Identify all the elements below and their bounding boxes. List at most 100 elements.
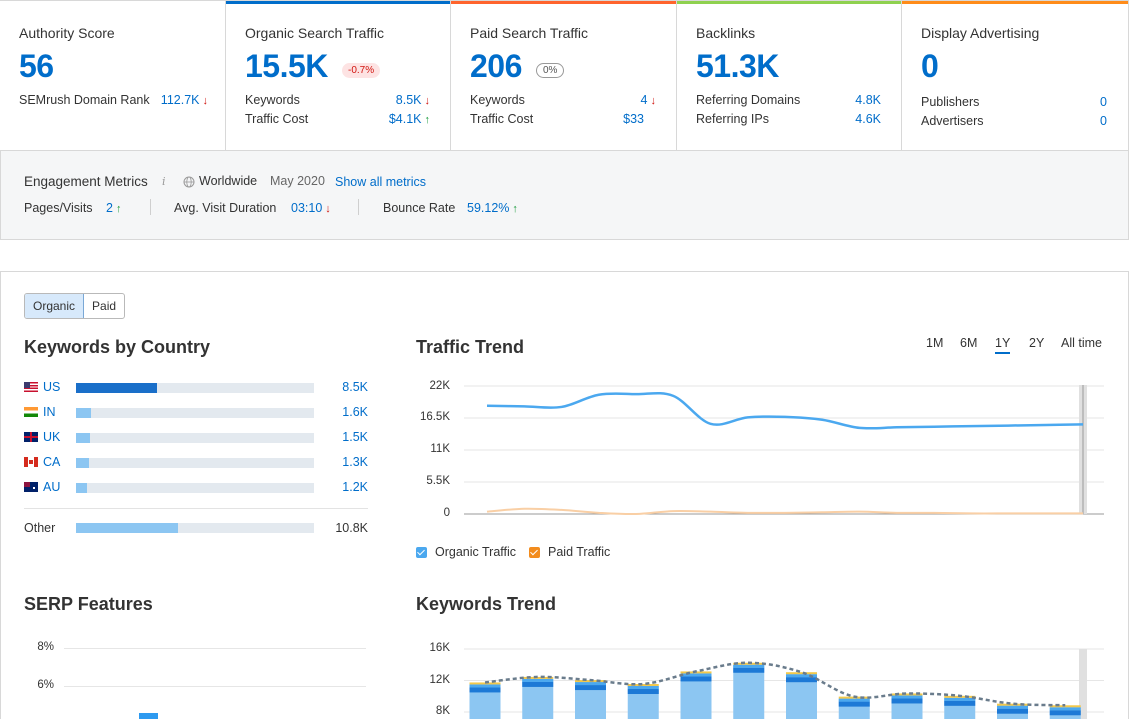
organic-traffic-card[interactable]: Organic Search Traffic 15.5K -0.7% Keywo… [226,0,451,151]
divider [150,199,151,215]
checkbox-icon[interactable] [416,546,427,558]
display-advertising-value[interactable]: 0 [921,48,939,84]
country-link[interactable]: IN [24,405,56,419]
y-tick-label: 22K [429,380,450,392]
pages-visits-value[interactable]: 2 ↑ [106,201,122,215]
organic-paid-toggle[interactable]: Organic Paid [24,293,126,319]
referring-domains-value[interactable]: 4.8K [855,93,881,107]
arrow-down-icon: ↓ [650,95,657,107]
y-tick-label: 0 [443,507,450,519]
info-icon[interactable]: i [162,175,166,188]
uk-flag-icon [24,432,38,442]
country-link[interactable]: AU [24,480,60,494]
country-code: CA [43,455,61,469]
country-value[interactable]: 8.5K [342,380,368,394]
grid-line [64,686,366,687]
country-value[interactable]: 1.3K [342,455,368,469]
serp-feature-bar[interactable] [139,713,158,719]
country-bar [76,483,314,493]
paid-keywords-label: Keywords [470,93,525,107]
keywords-trend-title: Keywords Trend [416,594,557,614]
serp-features-title: SERP Features [24,594,153,614]
region-label: Worldwide [199,174,258,188]
display-advertising-title: Display Advertising [921,25,1040,41]
show-all-metrics-link[interactable]: Show all metrics [335,175,426,189]
y-tick-label: 6% [37,679,54,691]
authority-score-value[interactable]: 56 [19,48,54,84]
range-2y-button[interactable]: 2Y [1029,336,1045,350]
card-accent-bar [902,1,1128,4]
country-link[interactable]: US [24,380,60,394]
organic-traffic-title: Organic Search Traffic [245,25,385,41]
country-bar-fill [76,408,92,418]
display-advertising-card[interactable]: Display Advertising 0 Publishers 0 Adver… [902,0,1129,151]
country-link[interactable]: UK [24,430,60,444]
publishers-label: Publishers [921,95,980,109]
country-code: IN [43,405,56,419]
paid-cost-value[interactable]: $33 [623,112,644,126]
country-bar-fill [76,483,88,493]
visit-duration-value[interactable]: 03:10 ↓ [291,201,331,215]
arrow-up-icon: ↑ [115,203,122,215]
country-code: UK [43,430,61,444]
country-bar-fill [76,458,90,468]
country-bar [76,408,314,418]
paid-traffic-value[interactable]: 206 [470,48,522,84]
organic-cost-label: Traffic Cost [245,112,309,126]
publishers-value[interactable]: 0 [1100,95,1107,109]
paid-traffic-card[interactable]: Paid Search Traffic 206 0% Keywords 4 ↓ T… [451,0,677,151]
authority-score-card[interactable]: Authority Score 56 SEMrush Domain Rank 1… [0,0,226,151]
bounce-rate-value[interactable]: 59.12% ↑ [467,201,518,215]
card-accent-bar [677,1,901,4]
globe-icon [183,176,195,188]
backlinks-title: Backlinks [696,25,756,41]
arrow-up-icon: ↑ [424,114,431,126]
checkbox-icon[interactable] [529,546,540,558]
advertisers-value[interactable]: 0 [1100,114,1107,128]
legend-label: Paid Traffic [548,545,611,559]
paid-change-badge: 0% [536,63,565,78]
engagement-title: Engagement Metrics [24,174,148,189]
visit-duration-label: Avg. Visit Duration [174,201,277,215]
pages-visits-label: Pages/Visits [24,201,93,215]
bounce-rate-label: Bounce Rate [383,201,456,215]
range-1m-button[interactable]: 1M [926,336,944,350]
referring-ips-value[interactable]: 4.6K [855,112,881,126]
country-bar [76,433,314,443]
paid-keywords-value[interactable]: 4 ↓ [640,93,657,107]
domain-rank-value[interactable]: 112.7K ↓ [160,93,208,107]
range-1y-button[interactable]: 1Y [995,336,1011,354]
country-value[interactable]: 1.5K [342,430,368,444]
range-6m-button[interactable]: 6M [960,336,978,350]
country-link[interactable]: CA [24,455,60,469]
backlinks-card[interactable]: Backlinks 51.3K Referring Domains 4.8K R… [677,0,902,151]
legend-paid-traffic[interactable]: Paid Traffic [529,545,610,559]
organic-traffic-value[interactable]: 15.5K [245,48,328,84]
grid-line [64,648,366,649]
organic-keywords-label: Keywords [245,93,300,107]
backlinks-value[interactable]: 51.3K [696,48,779,84]
tab-organic[interactable]: Organic [25,294,85,318]
in-flag-icon [24,407,38,417]
card-accent-bar [226,1,450,4]
organic-change-badge: -0.7% [342,63,381,78]
country-value[interactable]: 1.2K [342,480,368,494]
engagement-metrics-panel [0,151,1129,240]
country-bar-fill [76,383,157,393]
legend-organic-traffic[interactable]: Organic Traffic [416,545,516,559]
y-tick-label: 16K [429,642,450,654]
organic-keywords-value[interactable]: 8.5K ↓ [395,93,431,107]
arrow-down-icon: ↓ [424,95,431,107]
tab-paid[interactable]: Paid [92,299,117,313]
organic-cost-value[interactable]: $4.1K ↑ [388,112,431,126]
y-tick-label: 12K [429,674,450,686]
advertisers-label: Advertisers [921,114,984,128]
legend-label: Organic Traffic [435,545,517,559]
range-all-time-button[interactable]: All time [1061,336,1102,350]
y-tick-label: 8K [435,705,450,717]
country-value[interactable]: 1.6K [342,405,368,419]
y-tick-label: 11K [430,443,450,455]
date-label: May 2020 [270,174,325,188]
referring-domains-label: Referring Domains [696,93,801,107]
country-bar-fill [76,433,91,443]
